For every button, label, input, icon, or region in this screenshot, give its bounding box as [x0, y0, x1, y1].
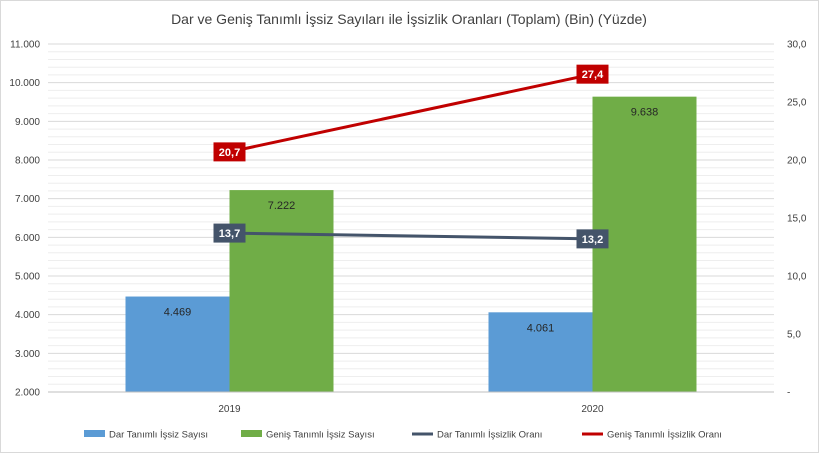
right-axis-tick-label: 30,0 — [787, 40, 807, 51]
category-label: 2020 — [581, 404, 604, 415]
legend-swatch — [241, 430, 262, 437]
line-data-label-box — [576, 64, 609, 84]
right-axis-tick-label: 20,0 — [787, 156, 807, 167]
bar-2020-dar — [488, 312, 593, 392]
bar-2019-genis — [229, 190, 334, 392]
left-axis-tick-label: 10.000 — [9, 78, 40, 89]
left-axis-tick-label: 4.000 — [15, 310, 40, 321]
left-axis-tick-label: 11.000 — [10, 40, 40, 51]
line-data-label: 27,4 — [582, 69, 604, 81]
left-axis-tick-label: 5.000 — [15, 272, 40, 283]
line-data-label-box — [576, 229, 609, 249]
right-axis-tick-label: 15,0 — [787, 214, 807, 225]
left-axis-tick-label: 7.000 — [15, 194, 40, 205]
left-axis-tick-label: 8.000 — [15, 156, 40, 167]
category-label: 2019 — [218, 404, 241, 415]
line-genis-oran — [228, 72, 594, 154]
chart-title: Dar ve Geniş Tanımlı İşsiz Sayıları ile … — [171, 10, 647, 27]
line-data-label: 13,2 — [582, 234, 603, 246]
bar-2020-genis — [592, 96, 697, 392]
right-axis-tick-label: 5,0 — [787, 330, 801, 341]
left-axis-tick-label: 6.000 — [15, 233, 40, 244]
bar-data-label: 9.638 — [631, 107, 659, 119]
left-axis: 2.000 3.000 4.000 5.000 6.000 7.000 8.000 9.000… — [9, 40, 40, 399]
legend-label: Dar Tanımlı İşsizlik Oranı — [437, 430, 542, 441]
right-axis-tick-label: 25,0 — [787, 98, 807, 109]
legend-label: Dar Tanımlı İşsiz Sayısı — [109, 430, 208, 441]
line-data-label-box — [213, 142, 246, 162]
bar-data-label: 4.469 — [164, 307, 192, 319]
lines: 13,7 13,2 20,7 27,4 — [213, 64, 609, 249]
legend-swatch — [84, 430, 105, 437]
bar-data-label: 4.061 — [527, 322, 555, 334]
line-data-label: 20,7 — [219, 147, 240, 159]
left-axis-tick-label: 2.000 — [15, 388, 40, 399]
line-dar-oran — [228, 231, 594, 241]
left-axis-tick-label: 3.000 — [15, 349, 40, 360]
bars: 4.469 4.061 7.222 9.638 — [125, 96, 697, 392]
bar-data-label: 7.222 — [268, 200, 296, 212]
x-axis: 2019 2020 — [48, 391, 774, 415]
bar-2019-dar — [125, 296, 230, 392]
line-data-label: 13,7 — [219, 228, 240, 240]
right-axis-tick-label: 10,0 — [787, 272, 807, 283]
legend: Dar Tanımlı İşsiz Sayısı Geniş Tanımlı İş… — [84, 430, 722, 441]
left-axis-tick-label: 9.000 — [15, 117, 40, 128]
line-data-label-box — [213, 223, 246, 243]
right-axis-tick-label: - — [787, 388, 790, 399]
right-axis: - 5,0 10,0 15,0 20,0 25,0 30,0 — [787, 40, 807, 399]
legend-label: Geniş Tanımlı İşsizlik Oranı — [607, 430, 722, 441]
legend-label: Geniş Tanımlı İşsiz Sayısı — [266, 430, 375, 441]
